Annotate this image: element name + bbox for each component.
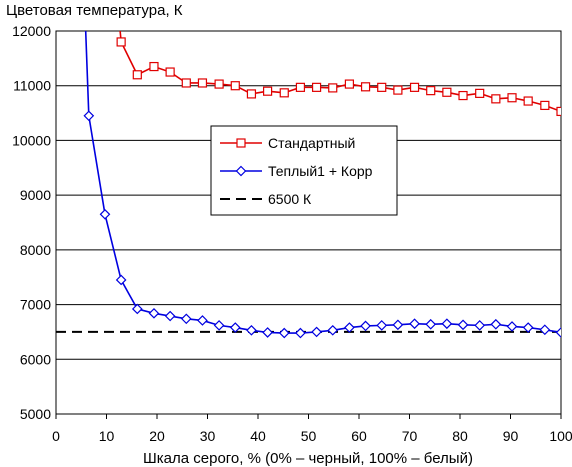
legend-label: Теплый1 + Корр [268,163,373,179]
data-point [360,320,371,332]
x-tick-label: 20 [149,428,165,444]
data-point [523,96,533,106]
data-point [229,322,241,333]
data-point [328,83,338,93]
data-point [426,86,436,96]
data-point [409,82,420,92]
data-point [556,106,561,117]
legend: Стандартный Теплый1 + Корр 6500 К [210,125,398,216]
data-point [458,90,468,101]
y-tick-label: 8000 [20,242,51,258]
y-tick-label: 9000 [20,187,51,203]
data-point [474,320,486,331]
data-point [115,274,127,286]
data-point [360,82,371,92]
data-point [180,313,192,325]
legend-marker [236,138,246,148]
data-point [441,318,453,330]
data-point [131,303,143,315]
data-point [539,324,551,336]
x-tick-label: 100 [549,428,572,444]
data-point [197,315,208,326]
data-point [442,87,452,97]
data-point [475,88,485,98]
legend-label: 6500 К [268,191,312,207]
data-point [491,94,501,104]
x-axis-title: Шкала серого, % (0% – черный, 100% – бел… [143,450,473,467]
data-point [148,307,160,319]
series-0 [116,31,561,117]
x-tick-label: 40 [250,428,266,444]
data-point [278,327,290,339]
legend-marker [235,165,247,177]
x-tick-label: 90 [503,428,519,444]
y-tick-label: 12000 [12,23,51,39]
data-point [132,70,142,80]
x-tick-label: 30 [200,428,216,444]
data-point [83,110,95,122]
data-point [311,326,322,338]
data-point [409,318,420,330]
data-point [522,322,534,333]
y-tick-label: 10000 [12,132,51,148]
series-layer [56,31,561,339]
x-tick-label: 0 [52,428,60,444]
data-point [99,208,111,220]
y-tick-labels: 5000 6000 7000 8000 9000 10000 11000 12000 [12,23,51,422]
data-point [377,82,387,92]
data-point [149,61,159,72]
legend-label: Стандартный [268,135,355,151]
x-tick-label: 80 [452,428,468,444]
data-point [344,322,355,333]
data-point [181,78,191,88]
data-point [393,85,403,95]
data-point [246,324,257,336]
data-point [246,89,257,99]
data-point [457,319,469,331]
y-tick-label: 11000 [13,78,51,94]
data-point [295,327,306,339]
data-point [279,88,289,98]
data-point [230,81,240,91]
data-point [213,320,225,331]
data-point [555,327,561,338]
data-point [311,82,322,92]
x-tick-label: 70 [402,428,418,444]
x-tick-label: 50 [301,428,317,444]
x-tick-label: 60 [351,428,367,444]
data-point [425,318,437,330]
data-point [165,67,175,77]
data-point [392,319,404,331]
plot-frame [55,30,562,415]
x-tick-labels: 0 10 20 30 40 50 60 70 80 90 100 [52,428,572,444]
data-point [506,321,518,332]
y-tick-label: 6000 [20,351,51,367]
data-point [540,100,550,111]
data-point [295,82,306,92]
data-point [376,320,388,331]
data-point [116,37,126,47]
data-point [214,79,224,89]
x-tick-label: 10 [99,428,115,444]
series-1 [83,31,561,339]
data-point [262,327,273,338]
data-point [164,310,176,322]
data-point [344,79,355,89]
data-point [262,86,273,96]
data-point [490,318,502,330]
data-point [327,324,339,336]
y-axis-title: Цветовая температура, К [6,2,183,19]
x-tick-marks [55,414,562,419]
data-point [507,93,517,103]
data-point [197,78,208,88]
y-tick-label: 5000 [20,406,51,422]
y-tick-label: 7000 [20,297,51,313]
